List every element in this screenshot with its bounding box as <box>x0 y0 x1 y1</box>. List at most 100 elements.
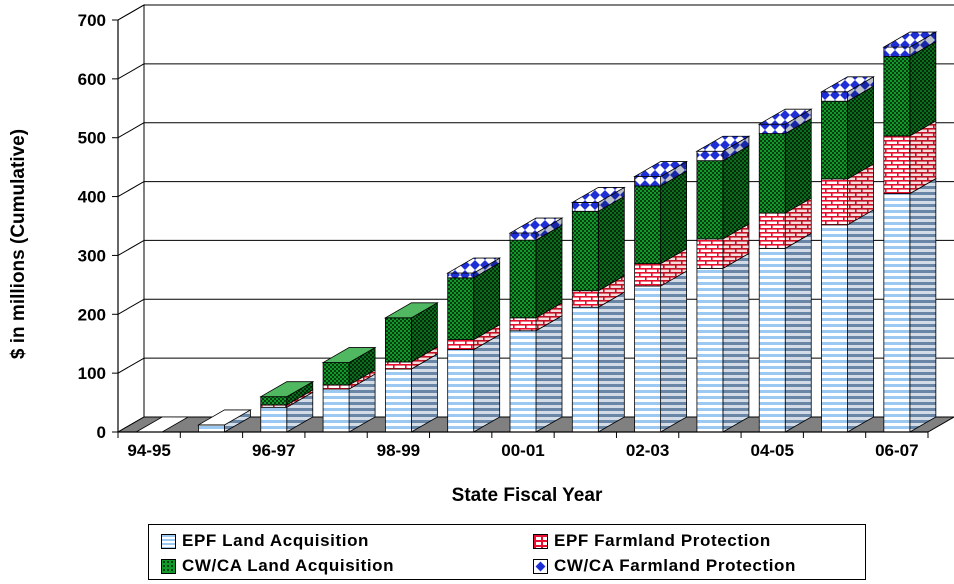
x-tick-label: 00-01 <box>501 441 544 460</box>
bar-segment <box>260 406 288 433</box>
x-tick-label: 96-97 <box>252 441 295 460</box>
gridline-diagonal <box>117 122 145 139</box>
bar-segment <box>322 362 350 386</box>
gridline-diagonal <box>117 298 145 315</box>
bar-stack-00-01 <box>508 217 564 433</box>
bar-stack-04-05 <box>757 108 813 433</box>
bar-side <box>847 85 874 180</box>
bar-top <box>882 31 938 48</box>
legend-swatch-striped-icon <box>161 533 176 549</box>
legend-swatch-diamond-icon <box>533 558 548 574</box>
y-tick-label: 500 <box>78 129 106 148</box>
bar-side <box>535 315 563 433</box>
legend-swatch-brick-icon <box>533 533 548 549</box>
bar-segment <box>821 224 848 433</box>
bar-segment <box>883 56 911 137</box>
legend-label: CW/CA Farmland Protection <box>554 556 796 575</box>
bar-top <box>383 302 439 319</box>
bar-segment <box>758 247 786 433</box>
bar-side <box>660 170 688 265</box>
bar-segment <box>509 232 537 241</box>
x-tick-label: 98-99 <box>377 441 420 460</box>
bar-top <box>508 217 564 234</box>
legend-swatch-checker-icon <box>161 558 176 574</box>
bar-segment <box>883 193 911 433</box>
bar-side <box>473 333 501 433</box>
bar-segment <box>571 202 599 212</box>
x-tick-label: 94-95 <box>127 441 170 460</box>
bar-side <box>909 40 937 137</box>
bar-top <box>757 108 813 125</box>
bar-stack-03-04 <box>695 135 751 433</box>
x-tick-label: 02-03 <box>626 441 669 460</box>
bar-segment <box>447 277 475 340</box>
bar-stack-99-00 <box>446 257 502 433</box>
legend-label: EPF Land Acquisition <box>182 531 370 550</box>
bar-side <box>722 252 750 433</box>
bar-segment <box>322 384 350 390</box>
gridline-diagonal <box>117 357 145 374</box>
bar-top <box>633 161 689 177</box>
legend-item-cwca-land-acquisition: CW/CA Land Acquisition <box>161 555 394 577</box>
bar-segment <box>821 91 848 102</box>
bar-segment <box>509 239 537 319</box>
x-tick-label: 06-07 <box>875 441 918 460</box>
bar-segment <box>758 133 786 214</box>
bar-segment <box>634 285 662 433</box>
bar-segment <box>634 263 662 287</box>
bar-top <box>820 76 876 93</box>
y-tick-label: 100 <box>78 364 106 383</box>
gridline-diagonal <box>117 239 145 256</box>
y-axis-title: $ in millions (Cumulative) <box>8 129 29 359</box>
bar-top <box>570 187 626 203</box>
legend-item-cwca-farmland-protection: CW/CA Farmland Protection <box>533 555 796 577</box>
bar-side <box>847 209 874 433</box>
bar-segment <box>198 424 225 433</box>
y-tick-label: 700 <box>78 11 106 30</box>
bar-segment <box>571 290 599 308</box>
bar-segment <box>571 306 599 433</box>
bar-side <box>909 177 937 433</box>
y-tick-label: 200 <box>78 305 106 324</box>
legend-label: CW/CA Land Acquisition <box>182 556 395 575</box>
bar-segment <box>571 210 599 292</box>
bar-segment <box>447 339 475 351</box>
x-axis-title: State Fiscal Year <box>452 485 603 506</box>
bar-segment <box>821 100 848 180</box>
bar-segment <box>260 396 288 406</box>
bar-segment <box>509 330 537 433</box>
bar-segment <box>758 212 786 249</box>
bar-top <box>259 381 315 398</box>
bar-side <box>784 117 812 214</box>
bar-stack-01-02 <box>570 186 626 433</box>
bar-segment <box>447 349 475 433</box>
bar-segment <box>696 238 724 269</box>
bar-stack-97-98 <box>321 346 377 433</box>
legend-item-epf-farmland-protection: EPF Farmland Protection <box>533 530 771 552</box>
legend: EPF Land Acquisition EPF Farmland Protec… <box>148 524 866 580</box>
bar-stack-06-07 <box>882 31 938 433</box>
bar-segment <box>634 185 662 265</box>
bar-segment <box>322 388 350 433</box>
bar-stack-98-99 <box>383 302 439 433</box>
y-tick-label: 0 <box>97 423 106 442</box>
legend-label: EPF Farmland Protection <box>554 531 771 550</box>
bar-side <box>597 195 625 292</box>
bar-segment <box>447 272 475 279</box>
bar-top <box>446 257 502 274</box>
bar-side <box>535 224 563 319</box>
bar-side <box>784 232 812 433</box>
bar-segment <box>883 135 911 195</box>
bar-side <box>660 270 688 433</box>
x-tick-label: 04-05 <box>750 441 793 460</box>
bar-segment <box>634 176 662 187</box>
gridline-diagonal <box>117 63 145 80</box>
gridline-diagonal <box>117 181 145 198</box>
y-tick-label: 300 <box>78 246 106 265</box>
bar-stack-02-03 <box>633 160 689 433</box>
bar-stack-96-97 <box>259 380 315 433</box>
bar-side <box>722 144 750 240</box>
bar-segment <box>696 160 724 240</box>
bar-segment <box>384 368 412 433</box>
bar-stack-05-06 <box>820 76 876 433</box>
